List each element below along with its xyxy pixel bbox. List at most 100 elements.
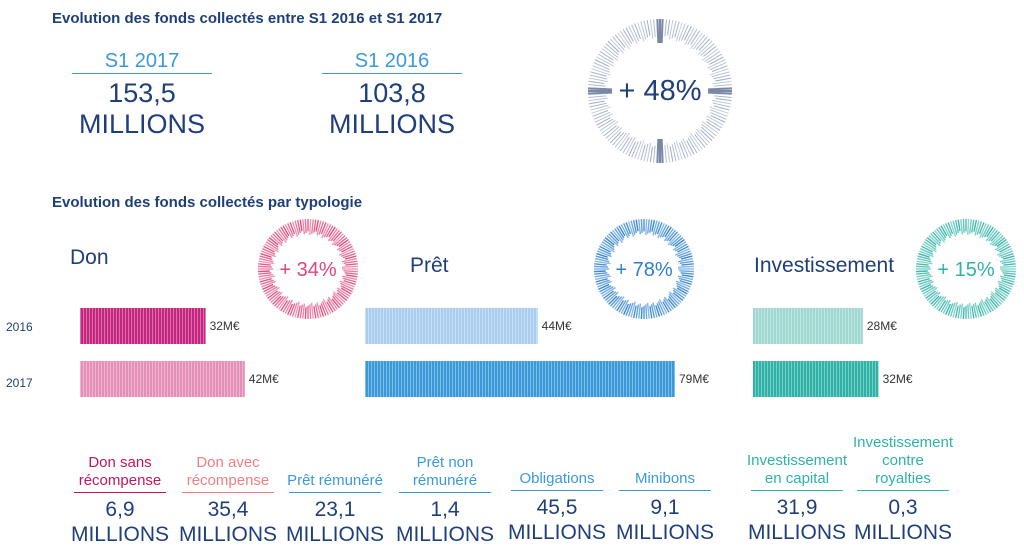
- ring-tick: [338, 239, 349, 248]
- ring-tick: [340, 285, 353, 293]
- subcategory-item: Prêt non rémunéré 1,4 MILLIONS: [395, 438, 495, 547]
- ring-tick: [713, 74, 731, 80]
- ring-tick: [594, 59, 610, 68]
- ring-tick: [323, 224, 332, 238]
- ring-tick: [671, 144, 677, 162]
- ring-tick: [974, 302, 980, 318]
- ring-tick: [632, 305, 637, 319]
- ring-accent-tick: [588, 87, 613, 91]
- category-title-investissement: Investissement: [754, 254, 895, 277]
- ring-tick: [916, 257, 932, 263]
- ring-tick: [706, 118, 723, 129]
- ring-tick: [715, 98, 732, 102]
- ring-tick: [677, 275, 694, 281]
- ring-tick: [711, 65, 728, 72]
- ring-tick: [932, 295, 942, 307]
- ring-tick: [601, 286, 616, 297]
- ring-tick: [597, 53, 614, 64]
- ring-tick: [596, 279, 610, 286]
- subcategory-item: Don avec récompense 35,4 MILLIONS: [178, 438, 278, 547]
- ring-ticks: [258, 219, 358, 319]
- ring-tick: [630, 301, 636, 318]
- ring-tick: [258, 257, 274, 263]
- subcategory-rule: [751, 490, 843, 491]
- ring-tick: [603, 45, 619, 59]
- ring-tick: [313, 219, 317, 233]
- ring-tick: [265, 286, 280, 297]
- kpi-value: 153,5: [108, 78, 176, 108]
- ring-tick: [316, 220, 322, 236]
- subcategory-rule: [619, 490, 711, 491]
- section-title-overall: Evolution des fonds collectés entre S1 2…: [52, 10, 443, 27]
- ring-tick: [313, 305, 317, 319]
- ring-tick: [1002, 255, 1015, 260]
- ring-tick: [674, 248, 690, 256]
- ring-tick: [916, 265, 930, 268]
- ring-tick: [683, 25, 692, 41]
- ring-tick: [280, 226, 289, 239]
- ring-tick: [679, 270, 694, 273]
- subcategory-rule: [399, 492, 491, 493]
- ring-tick: [263, 245, 275, 253]
- ring-tick: [663, 296, 674, 310]
- ring-tick: [698, 38, 711, 51]
- ring-tick: [594, 275, 611, 281]
- ring-tick: [1002, 272, 1016, 275]
- bar-value-label: 44M€: [542, 319, 572, 333]
- ring-tick: [341, 257, 358, 263]
- ring-tick: [947, 303, 954, 316]
- ring-tick: [700, 43, 715, 56]
- ring-tick: [321, 223, 329, 239]
- ring-tick: [265, 241, 279, 251]
- ring-tick: [675, 22, 683, 42]
- ring-accent-tick: [656, 19, 660, 44]
- ring-tick: [938, 300, 947, 312]
- subcategory-item: Don sans récompense 6,9 MILLIONS: [70, 438, 170, 547]
- ring-tick: [332, 293, 344, 305]
- ring-tick: [318, 221, 325, 235]
- ring-tick: [668, 291, 682, 303]
- ring-tick: [706, 121, 721, 132]
- ring-tick: [994, 241, 1009, 251]
- subcategory-label: Obligations: [519, 470, 595, 487]
- ring-tick: [275, 229, 288, 244]
- bar-value-label: 32M€: [210, 319, 240, 333]
- ring-tick: [588, 84, 606, 87]
- ring-tick: [640, 219, 643, 233]
- ring-tick: [994, 236, 1006, 247]
- ring-tick: [340, 287, 352, 295]
- ring-tick: [989, 233, 1002, 246]
- ring-tick: [940, 225, 948, 237]
- ring-tick: [343, 270, 358, 273]
- ring-tick: [669, 235, 682, 246]
- ring-tick: [974, 220, 980, 236]
- ring-tick: [672, 289, 685, 299]
- ring-tick: [611, 229, 624, 244]
- ring-tick: [258, 272, 272, 275]
- bar-value-label: 32M€: [883, 372, 913, 386]
- ring-tick: [1000, 252, 1014, 259]
- ring-tick: [647, 219, 650, 234]
- ring-tick: [936, 296, 947, 310]
- ring-tick: [328, 226, 336, 238]
- ring-tick: [261, 280, 276, 288]
- ring-tick: [706, 53, 723, 64]
- kpi-s1-2016: S1 2016 103,8 MILLIONS: [322, 50, 462, 140]
- ring-tick: [345, 274, 358, 278]
- ring-tick: [614, 34, 626, 48]
- ring-tick: [668, 295, 678, 307]
- ring-tick: [687, 28, 698, 45]
- ring-tick: [589, 74, 608, 80]
- ring-tick: [661, 225, 670, 238]
- total-growth-value: + 48%: [618, 75, 701, 107]
- ring-tick: [709, 109, 728, 117]
- ring-tick: [264, 243, 279, 253]
- ring-ticks: [588, 19, 732, 163]
- ring-tick: [333, 235, 346, 246]
- growth-ring-pret: + 78%: [594, 219, 694, 319]
- ring-tick: [977, 305, 983, 317]
- ring-tick: [676, 285, 689, 293]
- ring-tick: [599, 120, 616, 132]
- ring-tick: [659, 224, 668, 238]
- subcategory-label: Don sans récompense: [78, 454, 162, 489]
